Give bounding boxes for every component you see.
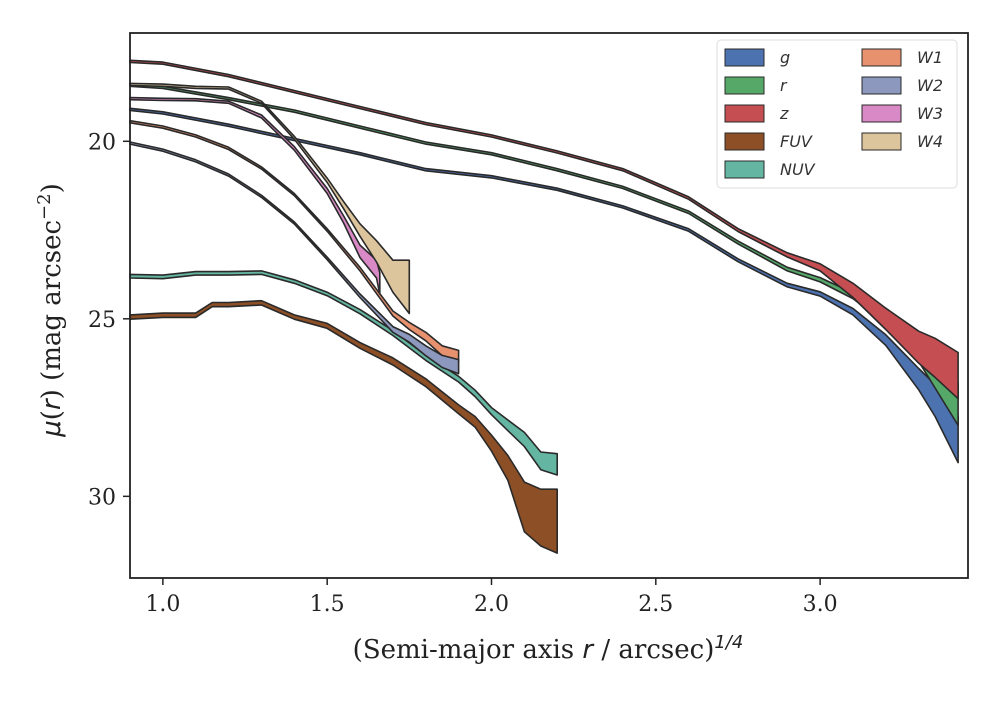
- x-axis-label: (Semi-major axis r / arcsec)1/4: [353, 632, 744, 665]
- series-band-w4: [129, 82, 411, 315]
- x-tick-label: 1.0: [145, 592, 180, 617]
- y-tick-label: 20: [88, 130, 116, 155]
- legend-swatch-fuv: [724, 132, 765, 151]
- legend-label-w4: W4: [917, 132, 943, 151]
- y-axis-label: μ(r) (mag arcsec−2): [34, 183, 67, 438]
- legend-swatch-w1: [861, 48, 902, 67]
- legend-swatch-w4: [861, 132, 902, 151]
- legend-swatch-z: [724, 104, 765, 123]
- legend-swatch-r: [724, 76, 765, 95]
- series-band-z: [129, 59, 959, 400]
- legend-label-nuv: NUV: [780, 160, 816, 179]
- legend-label-fuv: FUV: [780, 132, 813, 151]
- plot-frame: [129, 32, 969, 579]
- legend-swatch-nuv: [724, 160, 765, 179]
- legend-label-w3: W3: [917, 104, 943, 123]
- series-band-w3: [129, 96, 381, 295]
- series-band-w2: [129, 141, 460, 375]
- legend-swatch-w2: [861, 76, 902, 95]
- x-tick-label: 1.5: [310, 592, 345, 617]
- y-tick-label: 25: [88, 308, 116, 333]
- legend-label-z: z: [779, 104, 789, 123]
- ticks-layer: 1.0 1.5 2.0 2.5 3.0 20 25 30: [88, 130, 838, 617]
- series-band-g: [129, 107, 959, 464]
- series-band-fuv: [129, 299, 558, 554]
- y-tick-label: 30: [88, 485, 116, 510]
- legend-label-w1: W1: [917, 48, 943, 67]
- series-band-nuv: [129, 270, 558, 476]
- legend-label-w2: W2: [917, 76, 943, 95]
- x-tick-label: 2.0: [474, 592, 509, 617]
- x-tick-label: 2.5: [638, 592, 673, 617]
- x-tick-label: 3.0: [803, 592, 838, 617]
- legend: grz FUV NUV W1 W2 W3 W4: [716, 39, 958, 189]
- legend-swatch-w3: [861, 104, 902, 123]
- series-layer: [129, 59, 959, 554]
- legend-label-r: r: [780, 76, 788, 95]
- legend-swatch-g: [724, 48, 765, 67]
- legend-label-g: g: [780, 48, 790, 67]
- series-band-r: [129, 83, 959, 427]
